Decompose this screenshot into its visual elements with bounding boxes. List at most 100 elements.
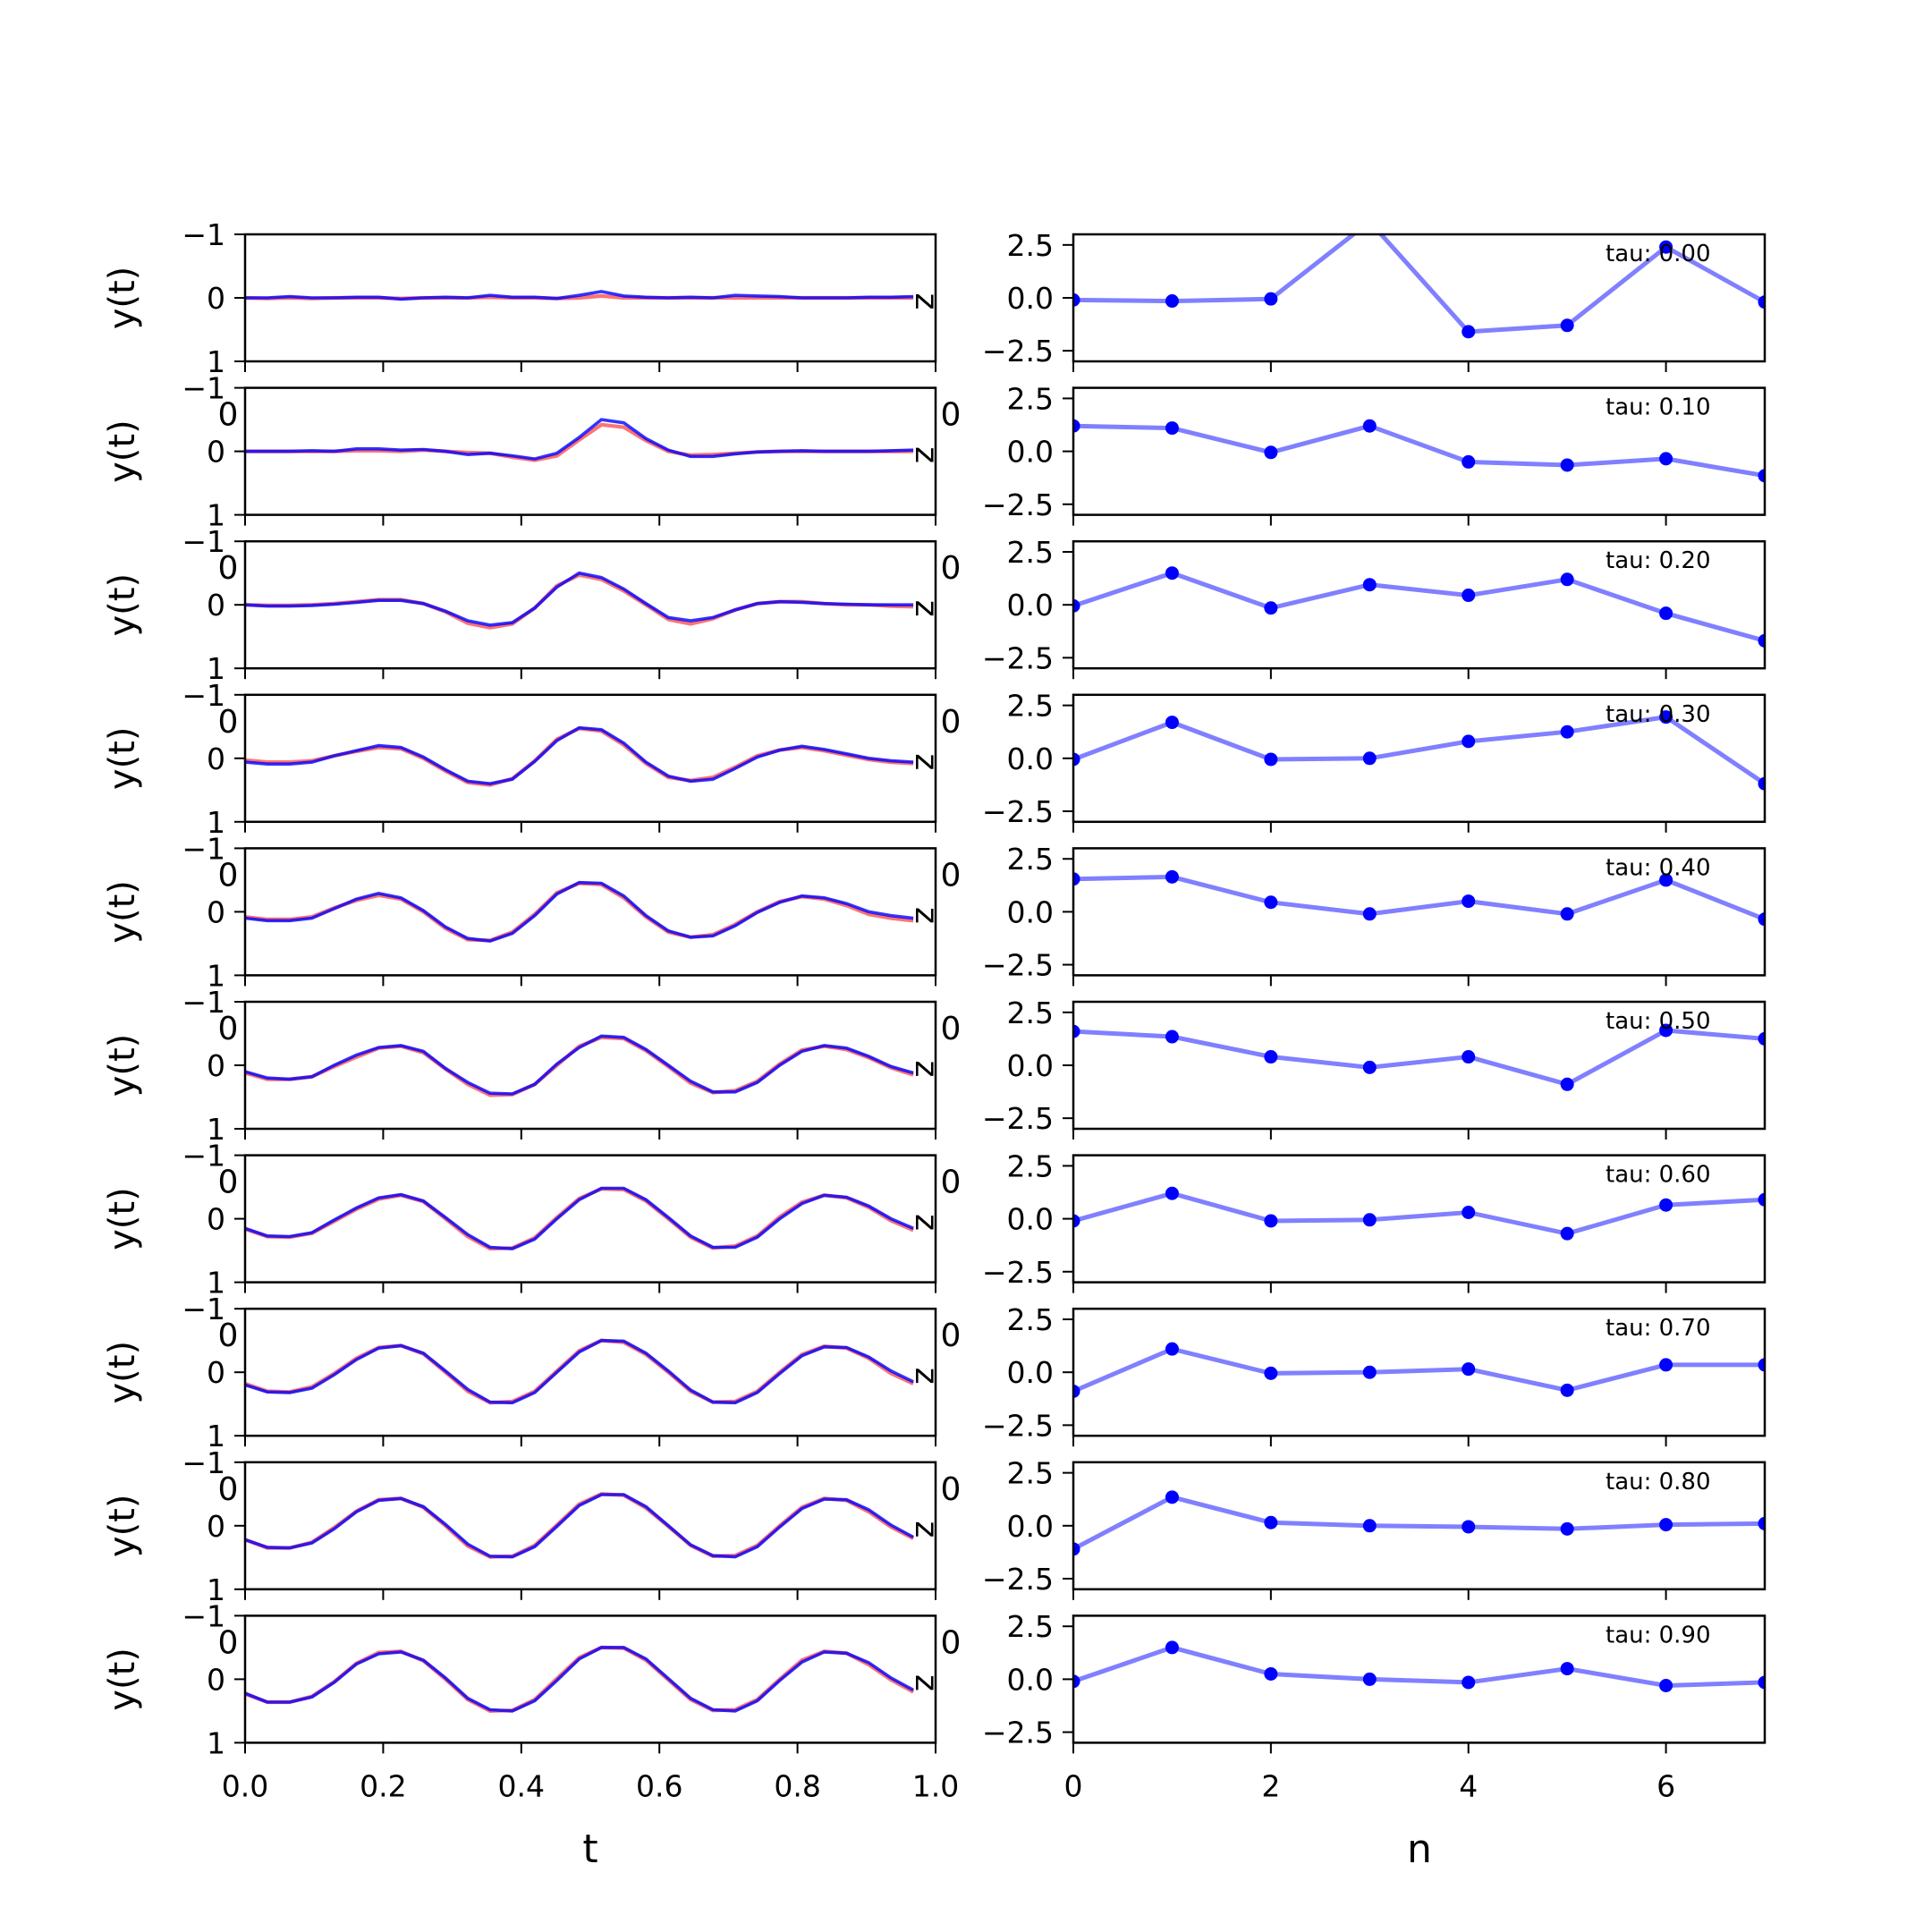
coefficient-point [1073,1674,1080,1689]
y-axis-label: y(t) [102,1341,143,1404]
overlap-label: 0 [218,1318,239,1354]
coefficient-point [1659,873,1674,887]
coefficient-point [1073,1385,1080,1398]
overlap-label: 0 [218,1165,239,1201]
overlap-label: 0 [218,550,239,587]
blue-series-line [245,1186,914,1250]
side-label-z: z [908,1674,945,1691]
coefficient-point [1073,598,1080,613]
y-tick-label: 0 [207,435,225,470]
y-tick-label: 2.5 [1007,228,1054,263]
right-subplot-9: 2.5 0.0 −2.5 0 2 4 6 tau: 0.90 [982,1609,1767,1803]
side-label-z: z [908,1214,945,1231]
y-tick-label: −2.5 [982,640,1054,675]
blue-series-line [245,290,914,301]
y-tick-label: 2.5 [1007,1148,1054,1183]
coefficient-point [1560,318,1574,333]
right-subplot-8: 2.5 0.0 −2.5 tau: 0.80 [982,1456,1767,1600]
y-tick-label: −1 [182,1445,225,1480]
x-tick-label: 0.4 [498,1768,545,1803]
right-subplot-2: 2.5 0.0 −2.5 tau: 0.20 [982,535,1767,680]
blue-series-line [245,571,914,627]
y-tick-label: 2.5 [1007,1302,1054,1337]
coefficient-point [1073,872,1080,886]
coefficient-line [1073,1495,1765,1552]
overlap-label: 0 [218,1471,239,1508]
coefficient-point [1073,419,1080,433]
coefficient-line [1073,1028,1765,1087]
coefficient-point [1659,1198,1674,1212]
overlap-label: 0 [941,1165,962,1201]
y-axis-label: y(t) [102,727,143,791]
y-tick-label: 2.5 [1007,1609,1054,1644]
tau-annotation: tau: 0.30 [1606,701,1711,728]
y-axis-label: y(t) [102,1187,143,1250]
right-subplot-1: 2.5 0.0 −2.5 tau: 0.10 [982,381,1767,526]
side-label-z: z [908,1061,945,1078]
y-axis-label: y(t) [102,1495,143,1558]
side-label-z: z [908,907,945,924]
y-tick-label: −2.5 [982,487,1054,522]
coefficient-point [1462,1050,1476,1064]
coefficient-line [1073,874,1765,922]
coefficient-point [1659,1023,1674,1038]
coefficient-point [1758,469,1765,483]
coefficient-point [1165,1640,1179,1655]
coefficient-point [1560,572,1574,587]
y-tick-label: 0 [207,588,225,623]
coefficient-line [1073,423,1765,479]
coefficient-point [1659,1679,1674,1692]
coefficient-point [1264,1515,1278,1530]
y-tick-label: 0 [207,1048,225,1083]
y-tick-label: −1 [182,1292,225,1326]
coefficient-point [1073,292,1080,307]
tau-annotation: tau: 0.00 [1606,241,1711,267]
coefficient-point [1560,724,1574,739]
blue-series-line [245,880,914,943]
coefficient-point [1362,419,1377,433]
right-subplot-6: 2.5 0.0 −2.5 tau: 0.60 [982,1148,1767,1293]
blue-series-line [245,725,914,786]
y-tick-label: −1 [182,371,225,406]
overlap-label: 0 [218,857,239,894]
y-tick-label: 1 [207,498,225,533]
right-subplot-5: 2.5 0.0 −2.5 tau: 0.50 [982,996,1767,1140]
tau-annotation: tau: 0.80 [1606,1469,1711,1496]
coefficient-point [1560,1226,1574,1241]
x-tick-label: 0.2 [360,1768,406,1803]
y-tick-label: 1 [207,958,225,993]
overlap-label: 0 [941,397,962,434]
coefficient-point [1560,1383,1574,1397]
side-label-z: z [908,600,945,617]
tau-annotation: tau: 0.20 [1606,547,1711,574]
coefficient-point [1165,1030,1179,1044]
coefficient-point [1073,1024,1080,1038]
x-tick-label: 1.0 [912,1768,959,1803]
tau-annotation: tau: 0.10 [1606,394,1711,421]
coefficient-point [1758,633,1765,648]
coefficient-point [1758,776,1765,791]
right-subplot-3: 2.5 0.0 −2.5 tau: 0.30 [982,689,1767,833]
right-subplot-0: 2.5 0.0 −2.5 tau: 0.00 [982,228,1767,372]
coefficient-point [1758,912,1765,927]
y-tick-label: 1 [207,1725,225,1760]
blue-series-line [245,1338,914,1405]
tau-annotation: tau: 0.40 [1606,854,1711,881]
coefficient-point [1264,1366,1278,1380]
y-tick-label: 1 [207,1266,225,1301]
coefficient-point [1659,1358,1674,1372]
tau-annotation: tau: 0.70 [1606,1315,1711,1342]
coefficient-line [1073,234,1765,335]
y-tick-label: 1 [207,1112,225,1147]
x-tick-label: 4 [1459,1768,1478,1803]
y-tick-label: 0.0 [1007,894,1054,929]
coefficient-point [1462,734,1476,749]
coefficient-point [1462,454,1476,469]
overlap-label: 0 [941,1624,962,1661]
